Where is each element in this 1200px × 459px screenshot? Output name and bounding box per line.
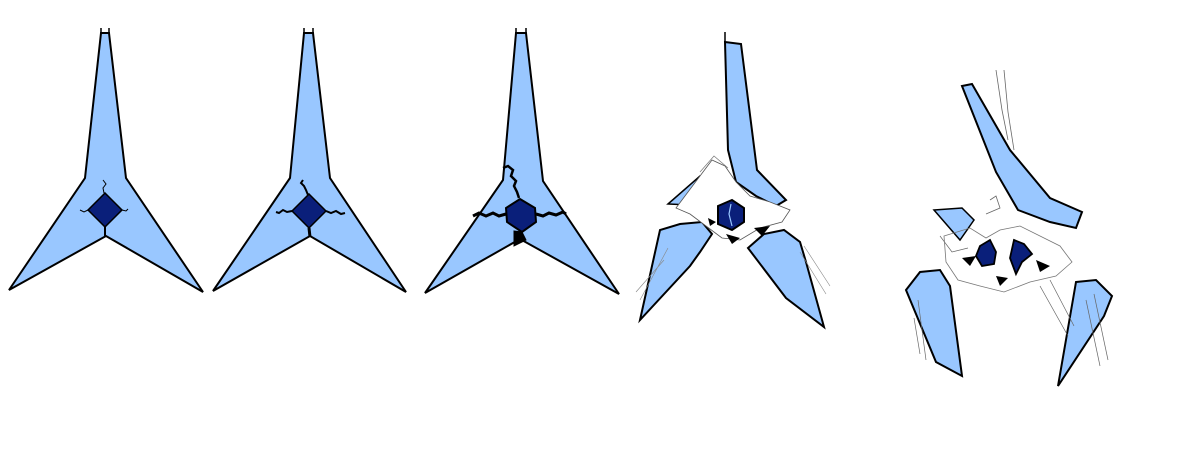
panel-1 bbox=[8, 28, 204, 293]
panel-5-fragment-lower-left bbox=[904, 268, 964, 378]
panel-5-dark-debris-2 bbox=[1036, 260, 1050, 272]
panel-1-star-body bbox=[8, 32, 204, 293]
panel-4-core-crack bbox=[728, 203, 733, 227]
panel-1-crack-left bbox=[79, 209, 89, 213]
panel-2-crack-left bbox=[275, 208, 293, 215]
panel-5-strand-left bbox=[913, 235, 969, 361]
panel-5-dark-debris-1 bbox=[962, 256, 976, 266]
panel-5-dark-debris-3 bbox=[996, 276, 1008, 286]
panel-5-fragment-upper-long bbox=[960, 82, 1084, 230]
panel-5-fragment-upper-left bbox=[932, 207, 975, 242]
panel-3-crack-down bbox=[513, 230, 527, 247]
panel-4-core bbox=[717, 198, 745, 232]
panel-5-strand-top bbox=[985, 69, 1015, 215]
panel-5-core-left bbox=[974, 238, 997, 267]
panel-3-crack-up bbox=[502, 164, 521, 199]
panel-4-dark-wedge-right bbox=[754, 226, 770, 236]
panel-2-crack-down bbox=[307, 227, 312, 238]
panel-3-crack-left bbox=[472, 211, 507, 218]
panel-4-fragment-right-arm bbox=[746, 228, 826, 330]
panel-1-top-notch bbox=[100, 28, 110, 33]
panel-2-top-notch bbox=[303, 28, 314, 33]
panel-3-crack-right bbox=[535, 210, 567, 218]
panel-1-crack-up bbox=[102, 179, 107, 194]
panel-4-fragment-left-arm bbox=[638, 220, 714, 324]
panel-2-core bbox=[290, 192, 328, 230]
panel-2-crack-right bbox=[325, 209, 346, 216]
panel-5-fragment-lower-right bbox=[1057, 278, 1114, 387]
panel-4-dark-wedge-bottom bbox=[726, 234, 740, 244]
panel-3-top-notch bbox=[515, 28, 527, 33]
panel-4 bbox=[635, 32, 831, 330]
panel-5-strand-right bbox=[1039, 279, 1109, 367]
panel-5-debris-outline bbox=[943, 225, 1073, 293]
panel-4-strand-left bbox=[635, 247, 669, 301]
panel-5-core-right bbox=[1009, 238, 1034, 277]
panel-3-star-body bbox=[424, 32, 620, 295]
panel-4-dark-wedge-left bbox=[708, 218, 716, 226]
panel-4-strand-top bbox=[699, 155, 729, 173]
panel-2-crack-up bbox=[299, 179, 309, 196]
panel-3 bbox=[424, 28, 620, 295]
panel-2-star-body bbox=[212, 32, 407, 293]
panel-1-core bbox=[86, 191, 124, 229]
panel-1-crack-right bbox=[121, 208, 129, 212]
panel-4-strand-right bbox=[799, 245, 831, 295]
panel-2 bbox=[212, 28, 407, 293]
panel-5 bbox=[904, 69, 1114, 387]
